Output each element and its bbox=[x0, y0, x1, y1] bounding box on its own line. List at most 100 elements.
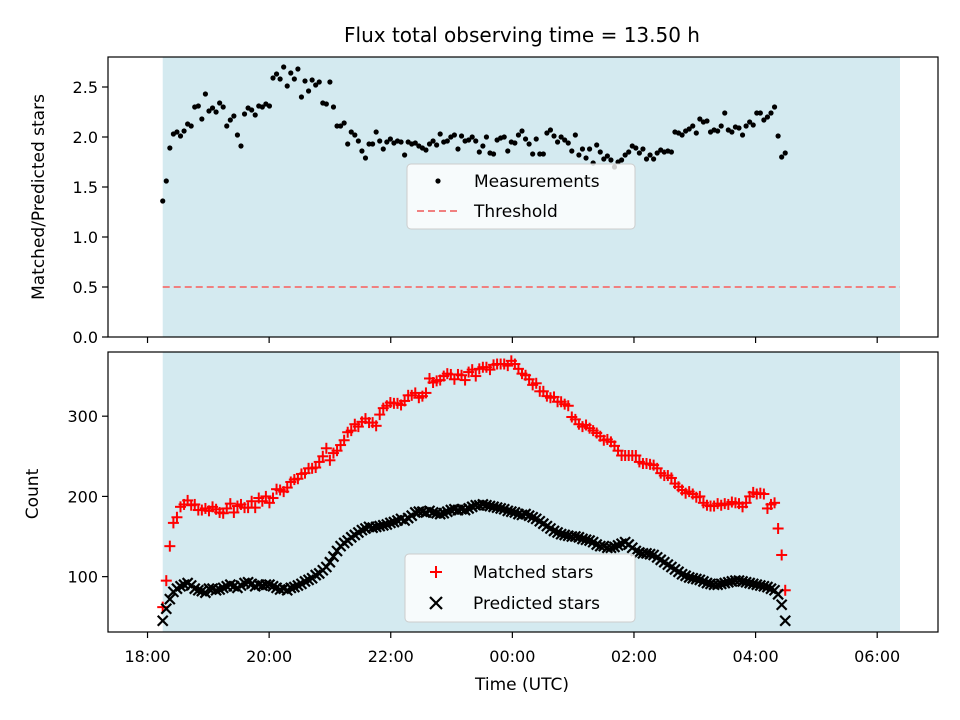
measurement-point bbox=[309, 77, 315, 83]
measurement-point bbox=[288, 70, 294, 76]
measurement-point bbox=[377, 138, 383, 144]
measurement-point bbox=[622, 152, 628, 158]
matched-stars-point bbox=[399, 395, 411, 407]
top-y-tick-label: 0.0 bbox=[73, 328, 98, 347]
chart-title: Flux total observing time = 13.50 h bbox=[344, 23, 700, 47]
measurement-point bbox=[476, 149, 482, 155]
measurement-point bbox=[234, 132, 241, 138]
measurement-point bbox=[163, 178, 169, 184]
measurement-point bbox=[295, 66, 301, 72]
predicted-stars-point bbox=[690, 573, 703, 585]
top-panel: Flux total observing time = 13.50 h 0.00… bbox=[29, 23, 939, 347]
measurement-point bbox=[352, 132, 358, 138]
measurement-point bbox=[679, 132, 685, 138]
measurement-point bbox=[217, 100, 223, 106]
measurement-point bbox=[533, 136, 539, 142]
matched-stars-point bbox=[260, 490, 272, 502]
legend-label-predicted-stars: Predicted stars bbox=[473, 594, 600, 614]
matched-stars-point bbox=[769, 497, 781, 509]
matched-stars-point bbox=[420, 387, 432, 399]
bottom-x-tick-label: 06:00 bbox=[854, 647, 900, 666]
measurement-point bbox=[586, 146, 593, 152]
measurement-point bbox=[750, 122, 756, 128]
measurement-point bbox=[522, 136, 529, 142]
measurement-point bbox=[337, 123, 344, 129]
top-y-ticks: 0.0 0.5 1.0 1.5 2.0 2.5 bbox=[73, 78, 108, 347]
predicted-stars-point bbox=[377, 519, 390, 532]
measurement-point bbox=[273, 71, 280, 77]
measurement-point bbox=[412, 140, 418, 146]
matched-stars-point bbox=[331, 445, 343, 457]
matched-stars-point bbox=[758, 488, 770, 500]
predicted-stars-point bbox=[327, 550, 340, 563]
measurement-point bbox=[636, 150, 642, 156]
measurement-point bbox=[718, 123, 724, 129]
measurement-point bbox=[743, 123, 749, 129]
matched-stars-point bbox=[523, 373, 535, 385]
predicted-stars-point bbox=[758, 580, 770, 593]
predicted-stars-point bbox=[164, 593, 176, 605]
measurement-point bbox=[373, 129, 379, 135]
matched-stars-legend-marker bbox=[430, 566, 442, 578]
measurement-point bbox=[195, 103, 201, 109]
measurement-point bbox=[722, 110, 728, 116]
top-x-ticks bbox=[146, 337, 878, 343]
measurement-point bbox=[202, 91, 209, 97]
measurement-point bbox=[754, 110, 760, 116]
measurement-point bbox=[640, 146, 646, 152]
bottom-y-ticks: 100 200 300 bbox=[67, 407, 108, 587]
matched-stars-point bbox=[313, 456, 325, 468]
matched-stars-point bbox=[171, 511, 183, 523]
legend-label-measurements: Measurements bbox=[474, 172, 600, 192]
measurement-point bbox=[430, 138, 436, 144]
bottom-axes-frame bbox=[107, 351, 939, 633]
measurement-point bbox=[370, 141, 376, 147]
measurement-point bbox=[298, 94, 305, 100]
measurement-point bbox=[608, 157, 614, 163]
legend-label-threshold: Threshold bbox=[473, 202, 558, 222]
measurement-point bbox=[313, 82, 319, 88]
measurement-point bbox=[281, 64, 287, 70]
measurement-point bbox=[771, 104, 778, 110]
measurement-point bbox=[779, 154, 785, 160]
matched-stars-point bbox=[338, 434, 350, 446]
predicted-stars-point bbox=[505, 505, 518, 518]
measurement-point bbox=[597, 149, 603, 155]
matched-stars-point bbox=[374, 409, 386, 421]
predicted-stars-point bbox=[156, 614, 169, 627]
measurement-point bbox=[213, 109, 219, 115]
matched-stars-point bbox=[776, 549, 788, 561]
measurement-point bbox=[177, 133, 184, 139]
predicted-stars-point bbox=[210, 584, 222, 597]
measurement-point bbox=[768, 110, 774, 116]
measurement-point bbox=[259, 104, 265, 110]
measurement-point bbox=[519, 128, 525, 134]
measurement-point bbox=[305, 88, 312, 94]
matched-stars-point bbox=[562, 400, 574, 412]
measurement-point bbox=[576, 152, 582, 158]
predicted-stars-legend-marker bbox=[429, 596, 443, 610]
predicted-stars-point bbox=[775, 598, 788, 611]
measurement-point bbox=[348, 129, 354, 135]
measurement-point bbox=[690, 123, 696, 129]
measurement-point bbox=[469, 134, 475, 140]
matched-stars-point bbox=[370, 420, 382, 432]
predicted-stars-point bbox=[324, 556, 336, 568]
measurement-point bbox=[480, 143, 486, 149]
measurement-point bbox=[782, 150, 788, 156]
measurement-point bbox=[515, 132, 522, 138]
measurement-point bbox=[715, 128, 721, 134]
measurement-point bbox=[530, 151, 536, 157]
bottom-x-tick-label: 22:00 bbox=[368, 647, 414, 666]
matched-stars-point bbox=[324, 454, 336, 466]
matched-stars-point bbox=[164, 540, 176, 552]
measurement-point bbox=[547, 127, 554, 133]
measurement-point bbox=[466, 137, 472, 143]
matched-stars-point bbox=[228, 506, 240, 518]
matched-stars-point bbox=[167, 517, 179, 529]
measurement-point bbox=[167, 145, 173, 151]
predicted-stars-point bbox=[160, 602, 173, 615]
measurement-point bbox=[277, 76, 283, 82]
measurement-point bbox=[188, 123, 194, 129]
bottom-x-tick-label: 04:00 bbox=[733, 647, 779, 666]
